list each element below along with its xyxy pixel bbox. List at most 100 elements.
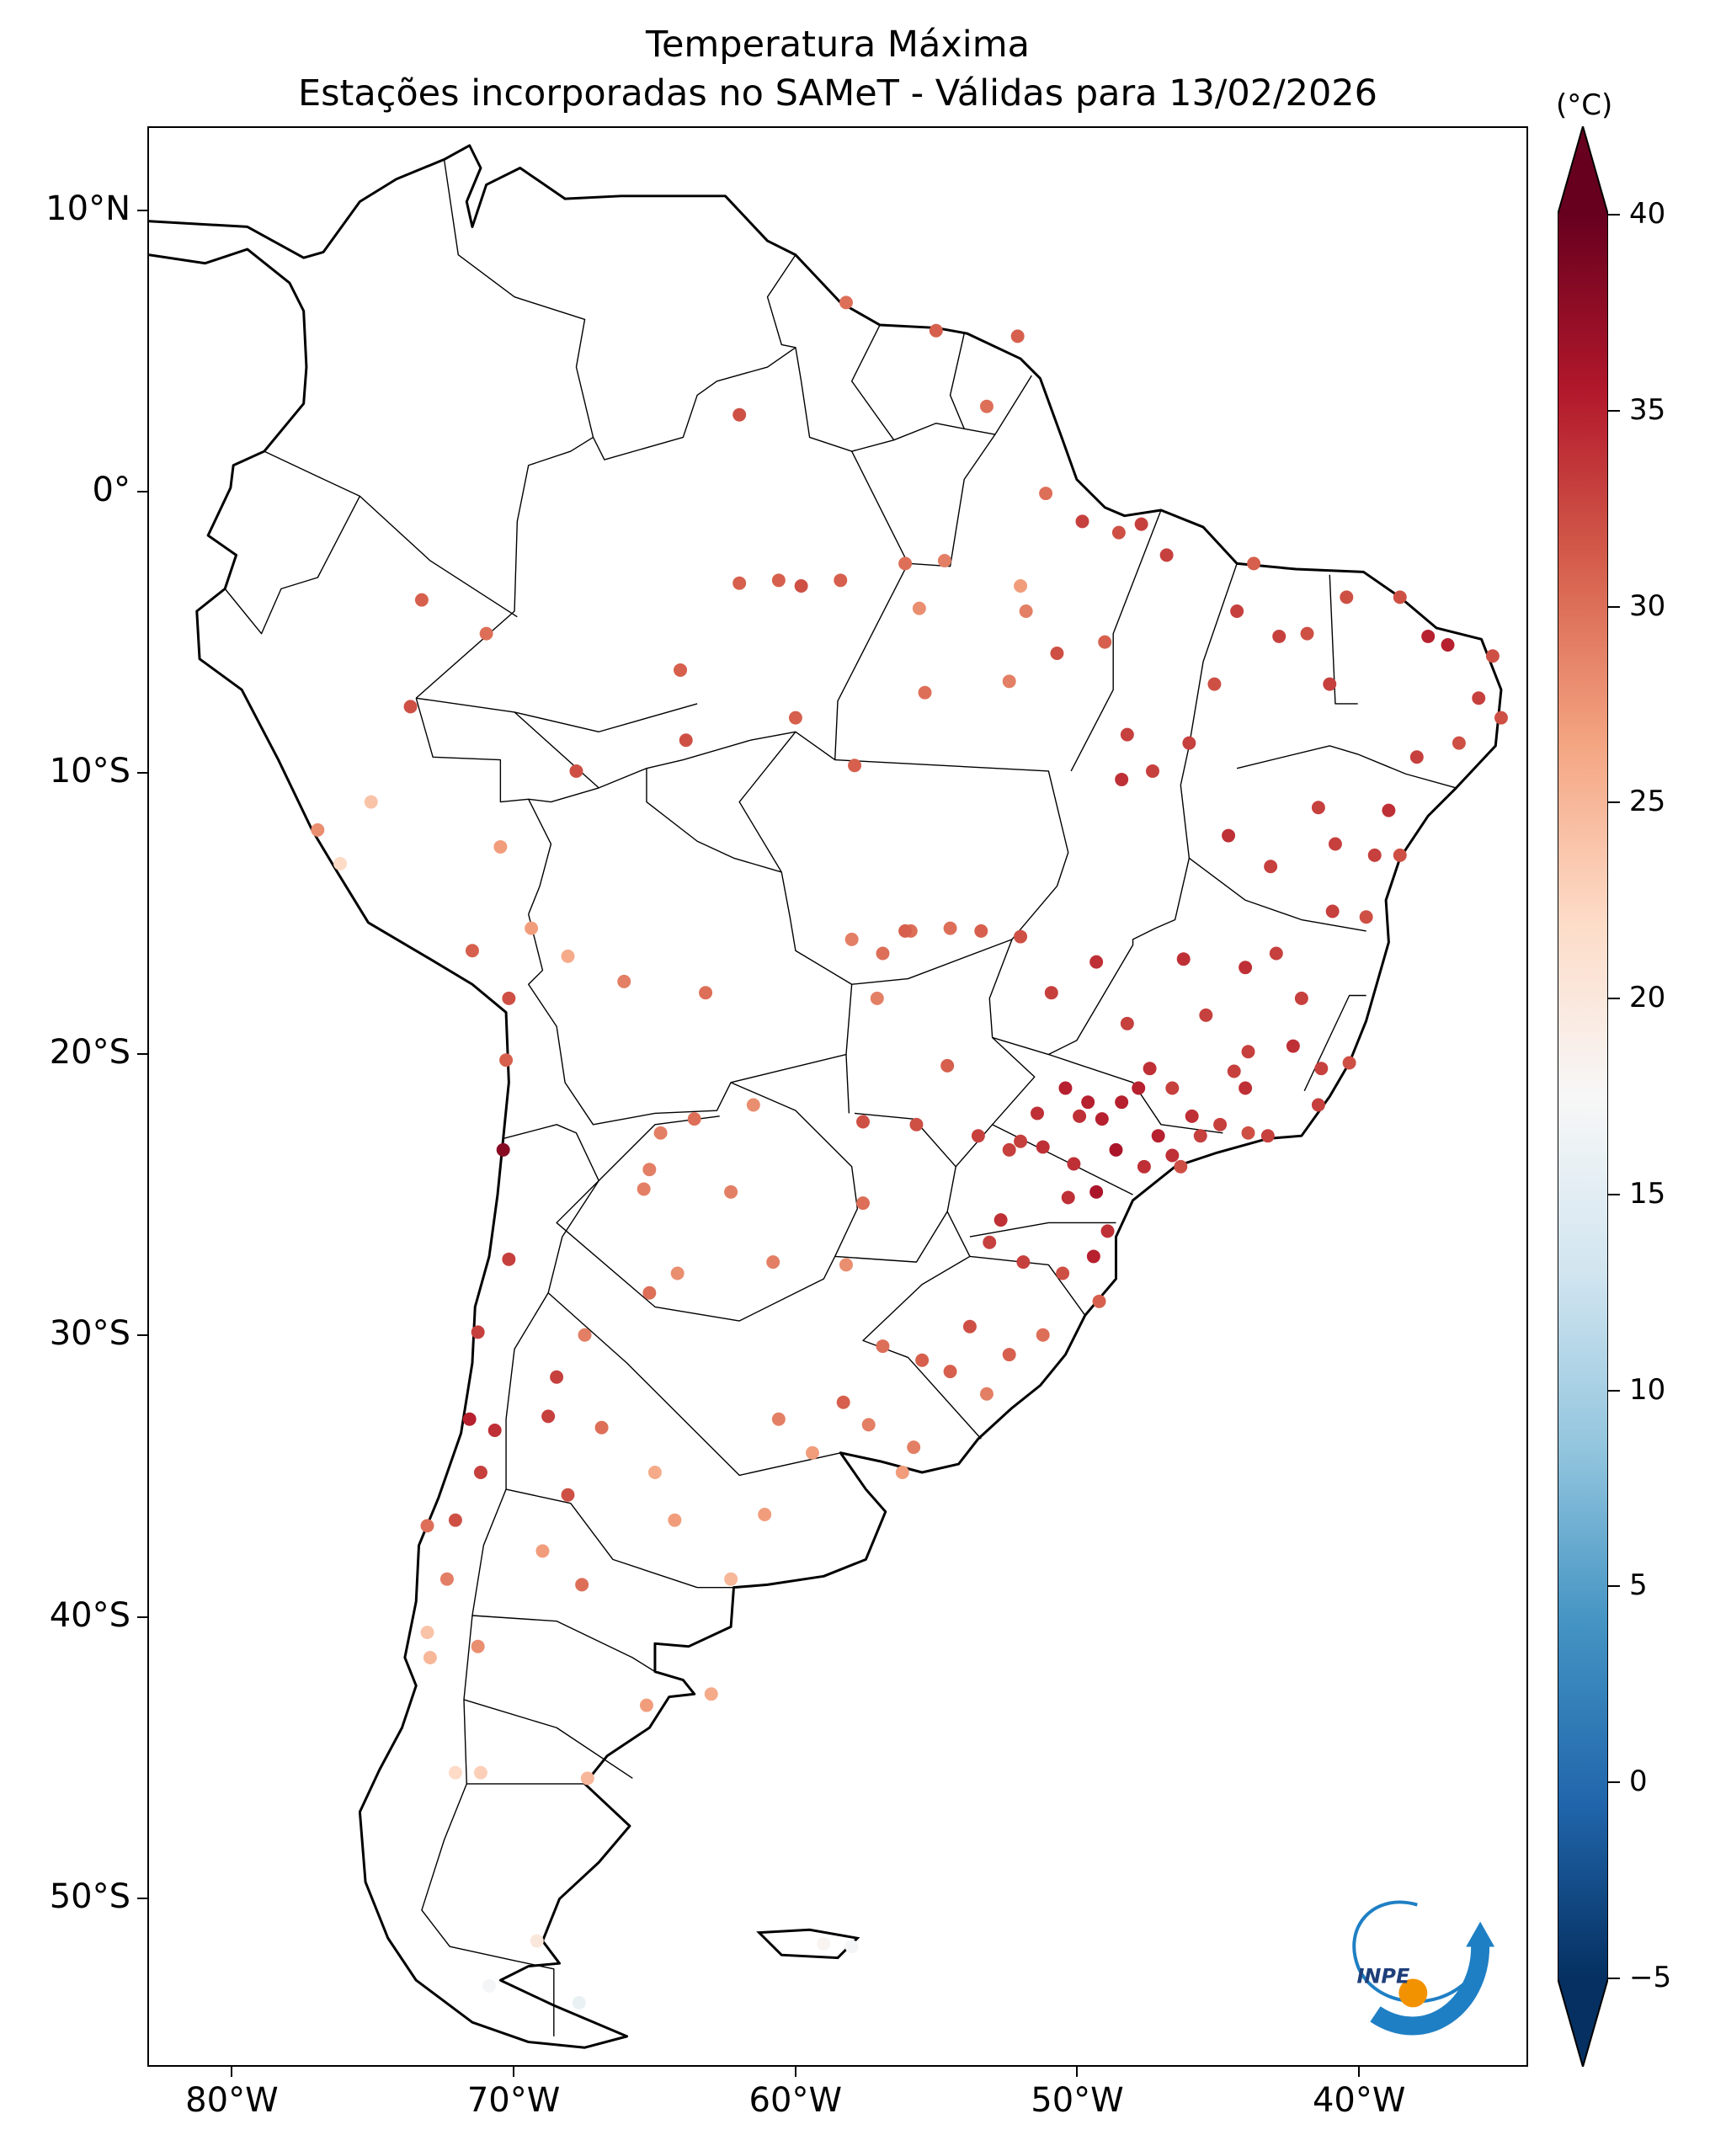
latitude-tick xyxy=(137,1616,147,1618)
station-marker xyxy=(1115,772,1129,786)
map-panel[interactable]: INPE xyxy=(147,126,1528,2067)
station-marker xyxy=(918,685,932,700)
colorbar-tick xyxy=(1608,1781,1620,1784)
station-marker xyxy=(1143,1062,1157,1076)
station-marker xyxy=(639,1698,653,1712)
station-marker xyxy=(1260,1129,1275,1143)
border-line xyxy=(845,1054,850,1114)
station-marker xyxy=(653,1126,668,1140)
border-line xyxy=(862,1211,982,1440)
latitude-tick xyxy=(137,210,147,212)
station-marker xyxy=(423,1650,437,1664)
station-marker xyxy=(1294,991,1308,1005)
latitude-tick xyxy=(137,772,147,775)
station-marker xyxy=(1325,904,1340,918)
station-marker xyxy=(1286,1039,1300,1053)
border-line xyxy=(834,563,909,760)
station-marker xyxy=(1393,848,1407,862)
title-line-1: Temperatura Máxima xyxy=(646,24,1030,66)
border-line xyxy=(969,1222,1116,1238)
falkland-islands xyxy=(756,1928,860,1960)
station-marker xyxy=(479,626,493,641)
station-marker xyxy=(403,700,418,714)
longitude-label: 60°W xyxy=(748,2081,842,2120)
station-marker xyxy=(1120,727,1134,742)
station-marker xyxy=(1137,1159,1151,1174)
station-marker xyxy=(1120,1016,1134,1030)
station-marker xyxy=(1014,1134,1028,1148)
latitude-label: 0° xyxy=(92,471,131,510)
station-marker xyxy=(462,1412,477,1426)
station-marker xyxy=(1241,1045,1255,1059)
inpe-logo-sun xyxy=(1398,1978,1428,2008)
station-marker xyxy=(1441,638,1455,652)
station-marker xyxy=(1092,1294,1106,1308)
station-marker xyxy=(439,1572,454,1586)
station-marker xyxy=(895,1466,909,1479)
station-marker xyxy=(848,759,862,773)
station-marker xyxy=(1199,1008,1213,1022)
inpe-logo: INPE xyxy=(1352,1900,1495,2036)
colorbar-tick-label: 20 xyxy=(1629,981,1666,1015)
station-marker xyxy=(1134,517,1148,531)
station-marker xyxy=(1393,590,1407,604)
station-marker xyxy=(499,1053,514,1067)
station-marker xyxy=(1367,848,1382,862)
station-marker xyxy=(1239,1081,1253,1095)
latitude-tick xyxy=(137,1053,147,1056)
colorbar-tick xyxy=(1608,998,1620,1000)
station-marker xyxy=(1227,1064,1241,1078)
station-marker xyxy=(687,1112,701,1126)
station-marker xyxy=(1115,1095,1129,1110)
longitude-tick xyxy=(794,2067,796,2077)
latitude-tick xyxy=(137,1334,147,1337)
colorbar-tick-label: 0 xyxy=(1629,1765,1648,1799)
station-marker xyxy=(794,579,808,593)
colorbar-tick xyxy=(1608,1389,1620,1392)
station-marker xyxy=(1050,647,1064,660)
longitude-tick xyxy=(513,2067,515,2077)
border-line xyxy=(1303,994,1366,1092)
border-line xyxy=(415,698,529,803)
latitude-label: 40°S xyxy=(49,1595,131,1635)
border-line xyxy=(955,1036,1036,1168)
border-line xyxy=(730,1082,956,1263)
longitude-tick xyxy=(1076,2067,1079,2077)
station-marker xyxy=(732,576,747,590)
colorbar-tick xyxy=(1608,801,1620,804)
station-marker xyxy=(1109,1142,1123,1157)
border-line xyxy=(851,939,1013,985)
station-marker xyxy=(1165,1081,1180,1095)
station-marker xyxy=(1002,1142,1016,1157)
station-marker xyxy=(1039,487,1053,501)
state-borders xyxy=(224,159,1457,2036)
station-marker xyxy=(836,1395,850,1409)
station-marker xyxy=(561,1488,575,1502)
station-marker xyxy=(962,1319,977,1334)
station-marker xyxy=(580,1771,594,1786)
station-marker xyxy=(1174,1159,1188,1174)
station-marker xyxy=(1036,1140,1050,1154)
colorbar-tick-label: 10 xyxy=(1629,1372,1666,1407)
station-marker xyxy=(1213,1117,1228,1131)
station-marker xyxy=(1485,649,1500,663)
station-marker xyxy=(771,573,786,588)
station-marker xyxy=(1409,750,1424,764)
colorbar-tick xyxy=(1608,1585,1620,1588)
station-marker xyxy=(1067,1157,1081,1171)
station-marker xyxy=(876,946,890,961)
station-marker xyxy=(575,1578,589,1592)
station-marker xyxy=(541,1409,556,1424)
station-marker xyxy=(1230,604,1244,618)
station-marker xyxy=(898,924,913,938)
station-marker xyxy=(839,295,853,310)
coastline xyxy=(149,144,1503,2049)
station-marker xyxy=(561,949,575,963)
station-marker xyxy=(569,764,583,778)
station-marker xyxy=(471,1639,485,1653)
station-marker xyxy=(487,1424,502,1438)
station-marker xyxy=(817,1936,831,1951)
border-line xyxy=(1236,745,1457,789)
colorbar-tick-label: 30 xyxy=(1629,588,1666,623)
station-marker xyxy=(1016,1255,1031,1270)
